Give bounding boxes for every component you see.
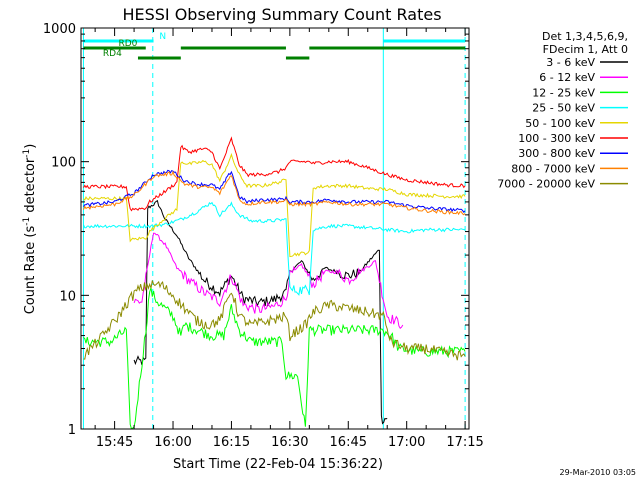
x-tick-label: 17:15	[446, 435, 483, 450]
series-lines	[83, 136, 466, 429]
x-tick-label: 16:30	[271, 435, 308, 450]
y-axis: 1 10 100 1000	[43, 22, 469, 438]
y-label-part: Count Rate (s	[23, 226, 38, 315]
y-tick-label: 10	[59, 289, 76, 304]
y-tick-label: 100	[51, 156, 76, 171]
legend-entry-label: 7000 - 20000 keV	[497, 178, 595, 191]
flag-label-rd4: RD4	[103, 49, 122, 59]
plot-frame	[80, 27, 470, 430]
series-line-4	[83, 152, 466, 258]
x-tick-label: 16:15	[213, 435, 250, 450]
series-line-0	[133, 199, 388, 425]
series-line-5	[83, 136, 466, 212]
date-stamp: 29-Mar-2010 03:05	[560, 468, 637, 477]
x-tick-label: 16:00	[154, 435, 191, 450]
series-line-8	[83, 280, 466, 361]
y-axis-label: Count Rate (s-1 detector-1)	[22, 144, 38, 315]
series-line-7	[83, 170, 466, 216]
legend-entry-label: 800 - 7000 keV	[511, 162, 595, 175]
legend-header: FDecim 1, Att 0	[543, 43, 628, 56]
legend-entry-label: 100 - 300 keV	[518, 132, 595, 145]
series-line-1	[133, 232, 404, 329]
x-tick-label: 15:45	[96, 435, 133, 450]
legend-entry-label: 50 - 100 keV	[525, 117, 595, 130]
legend-entry-label: 25 - 50 keV	[532, 102, 595, 115]
y-tick-label: 1000	[43, 22, 76, 37]
legend-entry-label: 6 - 12 keV	[539, 71, 595, 84]
legend: Det 1,3,4,5,6,9,FDecim 1, Att 03 - 6 keV…	[497, 30, 628, 191]
x-axis-label: Start Time (22-Feb-04 15:36:22)	[173, 457, 383, 472]
flag-label-n: N	[159, 32, 166, 42]
vertical-markers	[82, 28, 466, 429]
x-tick-label: 16:45	[330, 435, 367, 450]
legend-entry-label: 12 - 25 keV	[532, 86, 595, 99]
series-line-2	[83, 287, 466, 429]
series-line-3	[83, 201, 466, 296]
legend-entry-label: 3 - 6 keV	[546, 56, 595, 69]
flag-label-rd0: RD0	[119, 39, 138, 49]
legend-header: Det 1,3,4,5,6,9,	[542, 30, 628, 43]
y-tick-label: 1	[68, 423, 76, 438]
x-axis: 15:45 16:00 16:15 16:30 16:45 17:00 17:15	[94, 28, 484, 450]
series-line-6	[83, 169, 466, 214]
legend-entry-label: 300 - 800 keV	[518, 147, 595, 160]
x-tick-label: 17:00	[388, 435, 425, 450]
chart-title: HESSI Observing Summary Count Rates	[122, 5, 441, 24]
